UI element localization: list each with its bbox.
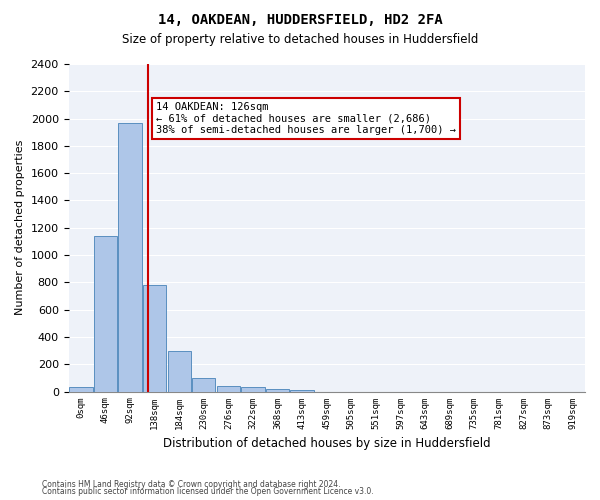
Text: Size of property relative to detached houses in Huddersfield: Size of property relative to detached ho… [122,32,478,46]
Bar [94,236,117,392]
Text: Contains public sector information licensed under the Open Government Licence v3: Contains public sector information licen… [42,487,374,496]
Bar [69,388,92,392]
Y-axis label: Number of detached properties: Number of detached properties [15,140,25,316]
Bar [290,390,314,392]
Text: Contains HM Land Registry data © Crown copyright and database right 2024.: Contains HM Land Registry data © Crown c… [42,480,341,489]
X-axis label: Distribution of detached houses by size in Huddersfield: Distribution of detached houses by size … [163,437,491,450]
Bar [192,378,215,392]
Bar [143,285,166,392]
Bar [167,350,191,392]
Bar [217,386,240,392]
Bar [118,122,142,392]
Text: 14, OAKDEAN, HUDDERSFIELD, HD2 2FA: 14, OAKDEAN, HUDDERSFIELD, HD2 2FA [158,12,442,26]
Bar [241,388,265,392]
Bar [266,389,289,392]
Text: 14 OAKDEAN: 126sqm
← 61% of detached houses are smaller (2,686)
38% of semi-deta: 14 OAKDEAN: 126sqm ← 61% of detached hou… [157,102,457,135]
